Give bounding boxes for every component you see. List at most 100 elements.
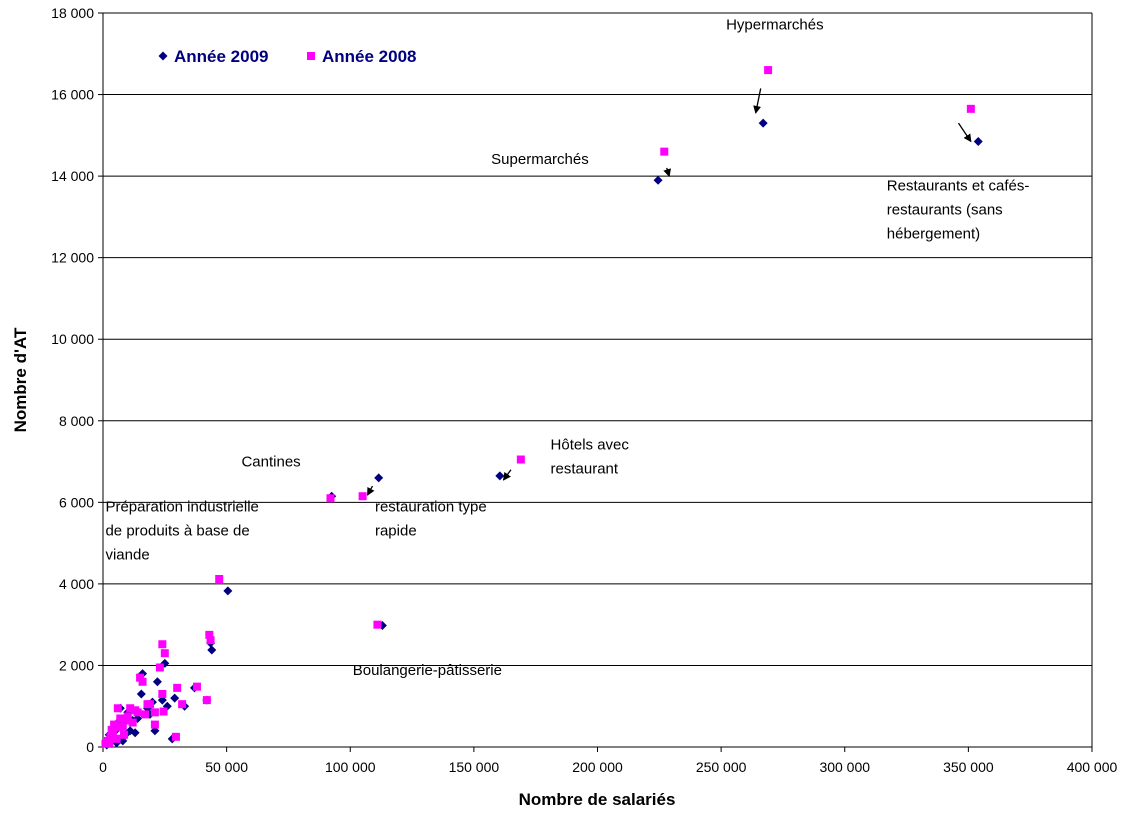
data-point-2008 (178, 700, 187, 709)
gridlines (103, 12, 1092, 666)
data-point-2009 (758, 118, 768, 128)
annotation-line: Restaurants et cafés- (887, 177, 1030, 194)
x-tick-label: 300 000 (819, 759, 870, 775)
annotation-line: Boulangerie-pâtisserie (353, 662, 502, 679)
annotation-label: Hypermarchés (726, 16, 824, 33)
data-point-2008 (112, 734, 121, 743)
data-point-2008 (133, 708, 142, 717)
legend-label: Année 2009 (174, 47, 269, 66)
annotation-label: restauration type rapide (375, 499, 487, 540)
data-point-2008 (215, 574, 224, 583)
annotation-line: de produits à base de (105, 523, 249, 540)
data-point-2008 (126, 704, 135, 713)
annotation-line: restaurants (sans (887, 201, 1003, 218)
data-point-2009 (136, 689, 146, 699)
annotation-label: Hôtels avec restaurant (551, 436, 630, 477)
legend: Année 2009 Année 2008 (158, 47, 417, 66)
annotation-arrow (957, 122, 972, 143)
data-point-2008 (150, 720, 159, 729)
annotation-line: viande (105, 547, 149, 564)
x-tick-label: 50 000 (205, 759, 248, 775)
legend-marker (307, 52, 315, 60)
annotation-line: restauration type (375, 499, 487, 516)
annotation-line: restaurant (551, 460, 619, 477)
annotation-arrows (366, 88, 972, 496)
data-point-2008 (155, 663, 164, 672)
annotation-label: Supermarchés (491, 151, 589, 168)
legend-label: Année 2008 (322, 47, 417, 66)
data-point-2008 (150, 708, 159, 717)
data-point-2009 (223, 586, 233, 596)
data-point-2008 (206, 636, 215, 645)
data-point-2008 (202, 696, 211, 705)
data-point-2008 (326, 494, 335, 503)
data-point-2008 (105, 738, 114, 747)
annotation-line: Supermarchés (491, 151, 589, 168)
y-tick-label: 16 000 (51, 87, 94, 103)
x-tick-label: 400 000 (1067, 759, 1118, 775)
annotation-label: Boulangerie-pâtisserie (353, 662, 502, 679)
data-point-2008 (121, 716, 130, 725)
annotations: Hypermarchés Supermarchés Restaurants et c… (105, 16, 1029, 679)
data-point-2009 (653, 175, 663, 185)
data-point-2008 (173, 683, 182, 692)
data-point-2009 (973, 136, 983, 146)
data-point-2009 (130, 728, 140, 738)
data-point-2008 (205, 630, 214, 639)
annotation-line: Préparation industrielle (105, 499, 258, 516)
data-point-2008 (115, 723, 124, 732)
data-point-2009 (207, 645, 217, 655)
x-tick-label: 100 000 (325, 759, 376, 775)
annotation-line: hébergement) (887, 225, 980, 242)
annotation-arrow (753, 88, 762, 114)
data-point-2008 (138, 677, 147, 686)
y-axis-title: Nombre d'AT (11, 327, 30, 432)
data-point-2008 (136, 673, 145, 682)
data-point-2008 (116, 714, 125, 723)
data-point-2008 (158, 640, 167, 649)
data-point-2008 (120, 730, 129, 739)
annotation-label: Restaurants et cafés-restaurants (sans hé… (887, 177, 1030, 242)
y-tick-label: 8 000 (59, 413, 94, 429)
annotation-arrow (663, 167, 671, 178)
data-point-2008 (159, 707, 168, 716)
data-point-2008 (143, 700, 152, 709)
x-tick-label: 150 000 (449, 759, 500, 775)
data-point-2009 (374, 473, 384, 483)
annotation-label: Préparation industrielle de produits à ba… (105, 499, 258, 564)
annotation-line: rapide (375, 523, 417, 540)
y-tick-label: 14 000 (51, 168, 94, 184)
data-point-2008 (516, 455, 525, 464)
x-tick-label: 350 000 (943, 759, 994, 775)
series-annee-2008 (101, 66, 975, 748)
y-tick-label: 2 000 (59, 657, 94, 673)
annotation-arrow (502, 469, 512, 481)
data-point-2008 (660, 147, 669, 156)
data-point-2008 (128, 718, 137, 727)
data-point-2008 (158, 689, 167, 698)
data-point-2008 (192, 682, 201, 691)
data-point-2008 (113, 704, 122, 713)
y-tick-label: 0 (86, 739, 94, 755)
data-point-2008 (110, 720, 119, 729)
annotation-line: Cantines (241, 453, 300, 470)
annotation-arrow (366, 485, 375, 496)
annotation-label: Cantines (241, 453, 300, 470)
y-tick-label: 6 000 (59, 494, 94, 510)
data-point-2008 (106, 732, 115, 741)
data-point-2008 (373, 620, 382, 629)
data-point-2008 (123, 712, 132, 721)
x-axis-title: Nombre de salariés (519, 790, 676, 809)
data-point-2009 (495, 471, 505, 481)
data-point-2009 (152, 677, 162, 687)
data-point-2009 (170, 693, 180, 703)
data-point-2008 (966, 104, 975, 113)
data-point-2008 (107, 725, 116, 734)
series-annee-2009 (102, 118, 983, 750)
data-point-2008 (160, 649, 169, 658)
axes (98, 12, 1093, 752)
data-point-2008 (764, 66, 773, 75)
x-tick-label: 250 000 (696, 759, 747, 775)
